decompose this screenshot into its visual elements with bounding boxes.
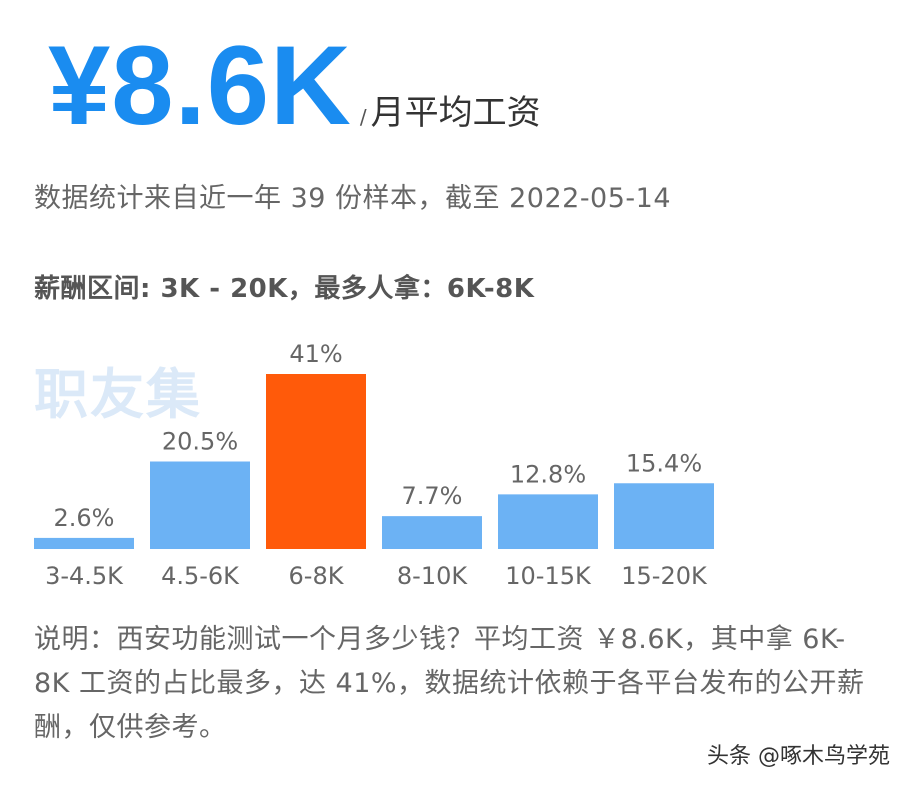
data-label-8-10K: 7.7% [402, 482, 463, 510]
x-tick-10-15K: 10-15K [505, 562, 592, 590]
bar-10-15K [498, 494, 598, 549]
data-label-10-15K: 12.8% [510, 460, 586, 488]
headline: ¥8.6K / 月平均工资 [48, 30, 541, 142]
bar-3-4.5K [34, 537, 134, 549]
salary-distribution-chart: 2.6% 3-4.5K 20.5% 4.5-6K 41% 6-8K 7.7% 8-10K 12.… [34, 340, 714, 590]
source-watermark: 头条 @啄木鸟学苑 [707, 744, 890, 769]
x-tick-8-10K: 8-10K [397, 562, 468, 590]
brand-watermark: 职友集 [34, 363, 202, 426]
bar-4.5-6K [150, 461, 250, 549]
x-tick-15-20K: 15-20K [621, 562, 708, 590]
data-label-4.5-6K: 20.5% [162, 428, 238, 456]
unit-slash: / [359, 105, 367, 129]
bar-8-10K [382, 516, 482, 549]
data-label-6-8K: 41% [289, 340, 342, 368]
unit-label: 月平均工资 [370, 93, 541, 133]
salary-unit: / 月平均工资 [360, 85, 541, 134]
average-salary: ¥8.6K [48, 23, 352, 148]
bar-6-8K [266, 374, 366, 549]
sample-info: 数据统计来自近一年 39 份样本，截至 2022-05-14 [34, 183, 672, 214]
bar-15-20K [614, 483, 714, 549]
x-tick-3-4.5K: 3-4.5K [45, 562, 124, 590]
salary-range: 薪酬区间: 3K - 20K，最多人拿：6K-8K [34, 274, 535, 304]
data-label-3-4.5K: 2.6% [54, 504, 115, 532]
data-label-15-20K: 15.4% [626, 449, 702, 477]
explanation-note: 说明：西安功能测试一个月多少钱？平均工资 ￥8.6K，其中拿 6K-8K 工资的… [34, 624, 865, 743]
x-tick-6-8K: 6-8K [289, 562, 345, 590]
x-tick-4.5-6K: 4.5-6K [161, 562, 240, 590]
